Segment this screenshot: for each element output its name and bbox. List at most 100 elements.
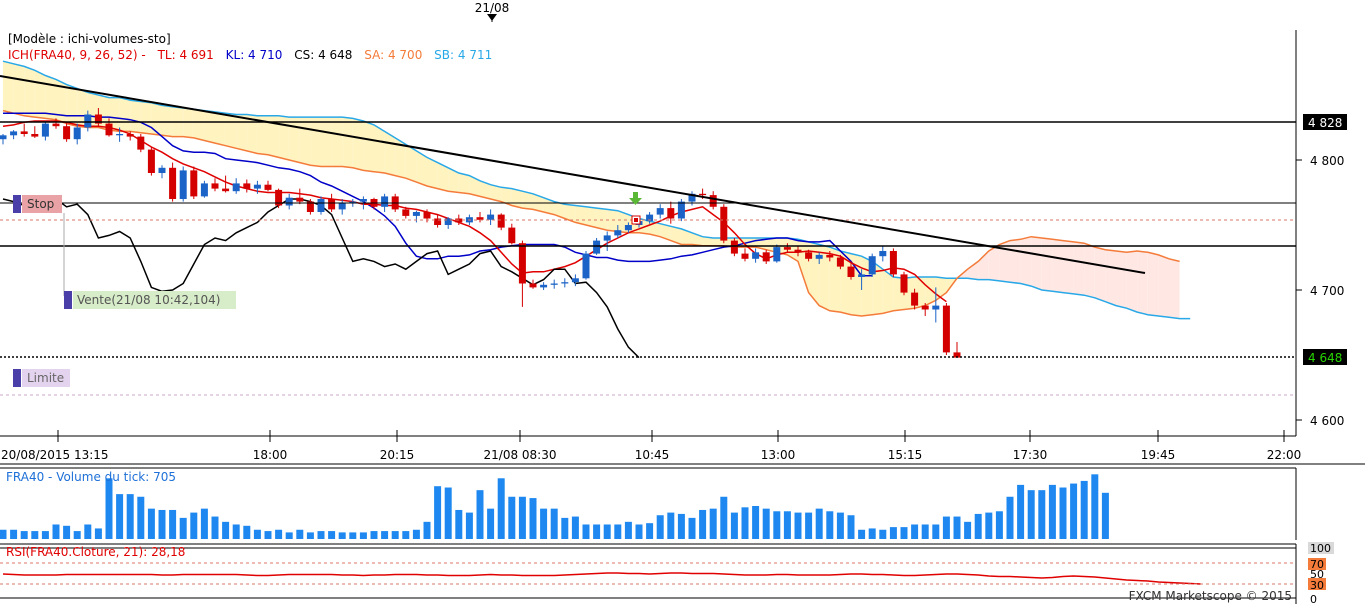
candle-body[interactable] <box>868 256 876 275</box>
candle-body[interactable] <box>805 252 813 259</box>
candle-body[interactable] <box>487 214 495 220</box>
candle-body[interactable] <box>518 243 526 284</box>
limit-order-handle[interactable] <box>13 369 21 387</box>
volume-bar <box>858 529 866 539</box>
candle-body[interactable] <box>444 218 452 226</box>
candle-body[interactable] <box>0 135 7 140</box>
candle-body[interactable] <box>497 214 505 228</box>
candle-body[interactable] <box>20 131 28 134</box>
candle-body[interactable] <box>932 305 940 310</box>
candle-body[interactable] <box>911 292 919 306</box>
candle-body[interactable] <box>741 253 749 259</box>
candle-body[interactable] <box>847 266 855 277</box>
limit-order[interactable]: Limite <box>13 369 70 387</box>
candle-body[interactable] <box>328 199 336 210</box>
candle-body[interactable] <box>306 201 314 212</box>
candle-body[interactable] <box>402 209 410 216</box>
limit-order-box[interactable] <box>22 369 70 387</box>
candle-body[interactable] <box>275 189 283 206</box>
sell-order-box[interactable] <box>73 291 236 309</box>
candle-body[interactable] <box>317 199 325 212</box>
sell-order[interactable]: Vente(21/08 10:42,104) <box>64 291 236 309</box>
candle-body[interactable] <box>52 123 60 127</box>
candle-body[interactable] <box>603 235 611 241</box>
candle-body[interactable] <box>879 251 887 257</box>
candle-body[interactable] <box>10 131 18 136</box>
candle-body[interactable] <box>381 196 389 207</box>
candle-body[interactable] <box>593 240 601 254</box>
candle-body[interactable] <box>222 188 230 192</box>
candle-body[interactable] <box>656 208 664 215</box>
candle-body[interactable] <box>900 274 908 293</box>
candle-body[interactable] <box>762 252 770 262</box>
candle-body[interactable] <box>826 254 834 258</box>
sell-order-handle[interactable] <box>64 291 72 309</box>
sell-entry-marker[interactable] <box>631 215 641 225</box>
candle-body[interactable] <box>349 201 357 203</box>
candle-body[interactable] <box>116 134 124 136</box>
candle-body[interactable] <box>624 225 632 231</box>
candle-body[interactable] <box>688 193 696 202</box>
candle-body[interactable] <box>783 247 791 250</box>
candle-body[interactable] <box>677 201 685 219</box>
stop-order-label: Stop <box>27 197 54 211</box>
candle-body[interactable] <box>73 127 81 140</box>
candle-body[interactable] <box>720 206 728 241</box>
candle-body[interactable] <box>540 284 548 288</box>
candle-body[interactable] <box>158 167 166 173</box>
candle-body[interactable] <box>169 167 177 199</box>
trend-line[interactable] <box>0 75 1146 274</box>
candle-body[interactable] <box>359 199 367 202</box>
candle-body[interactable] <box>730 240 738 254</box>
candle-body[interactable] <box>794 249 802 253</box>
candle-body[interactable] <box>921 305 929 310</box>
candle-body[interactable] <box>815 254 823 259</box>
candle-body[interactable] <box>476 217 484 220</box>
candle-body[interactable] <box>412 212 420 216</box>
candle-body[interactable] <box>63 126 71 140</box>
candle-body[interactable] <box>836 257 844 267</box>
candle-body[interactable] <box>571 278 579 283</box>
candle-body[interactable] <box>211 183 219 189</box>
candle-body[interactable] <box>550 283 558 285</box>
candle-body[interactable] <box>285 197 293 206</box>
candle-body[interactable] <box>709 195 717 207</box>
candle-body[interactable] <box>31 134 39 137</box>
candle-body[interactable] <box>858 274 866 277</box>
candle-body[interactable] <box>200 183 208 197</box>
candle-body[interactable] <box>529 283 537 288</box>
candle-body[interactable] <box>338 202 346 210</box>
candle-body[interactable] <box>561 282 569 284</box>
candle-body[interactable] <box>190 170 198 197</box>
candle-body[interactable] <box>582 253 590 279</box>
candle-body[interactable] <box>773 247 781 262</box>
candle-body[interactable] <box>179 170 187 199</box>
candle-body[interactable] <box>84 114 92 128</box>
candle-body[interactable] <box>253 184 261 189</box>
candle-body[interactable] <box>147 149 155 173</box>
candle-body[interactable] <box>423 212 431 219</box>
stop-order-box[interactable] <box>22 195 62 213</box>
candle-body[interactable] <box>232 183 240 192</box>
candle-body[interactable] <box>434 218 442 226</box>
candle-body[interactable] <box>508 227 516 244</box>
candle-body[interactable] <box>942 305 950 353</box>
candle-body[interactable] <box>667 208 675 219</box>
stop-order-handle[interactable] <box>13 195 21 213</box>
candle-body[interactable] <box>889 251 897 275</box>
candle-body[interactable] <box>752 252 760 259</box>
candle-body[interactable] <box>953 352 961 358</box>
candle-body[interactable] <box>646 214 654 222</box>
candle-body[interactable] <box>94 114 102 124</box>
stop-order[interactable]: Stop <box>13 195 62 213</box>
candle-body[interactable] <box>699 193 707 196</box>
candle-body[interactable] <box>41 123 49 137</box>
candle-body[interactable] <box>264 184 272 190</box>
candle-body[interactable] <box>105 123 113 136</box>
candle-body[interactable] <box>126 134 134 137</box>
candle-body[interactable] <box>296 197 304 202</box>
candle-body[interactable] <box>243 183 251 189</box>
candle-body[interactable] <box>137 136 145 150</box>
candle-body[interactable] <box>614 230 622 236</box>
cloud-segment <box>564 204 576 223</box>
